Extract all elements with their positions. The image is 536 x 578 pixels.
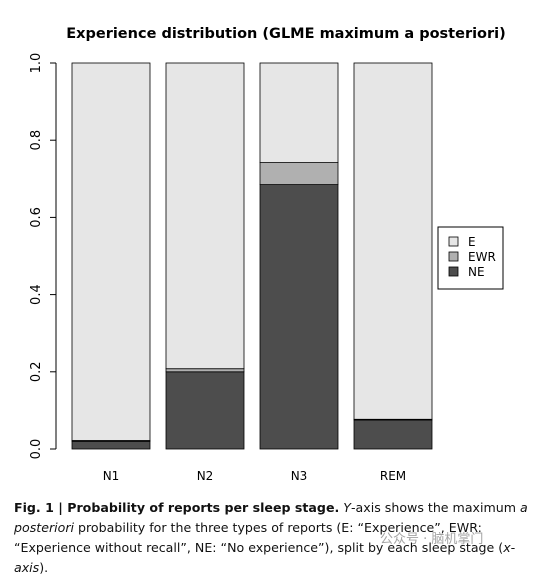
bar-n3-ewr <box>259 162 339 185</box>
bars-group <box>71 62 433 450</box>
legend-swatch-ne <box>448 266 459 277</box>
y-tick-label: 0.2 <box>29 361 44 382</box>
legend-swatch-e <box>448 236 459 247</box>
caption-part2: probability for the three types of repor… <box>14 520 504 555</box>
bar-n1-e <box>71 62 151 441</box>
bar-n1-ne <box>71 440 151 450</box>
caption-part3: ). <box>39 560 49 575</box>
watermark-text: 公众号 · 脑机掌门 <box>380 532 484 547</box>
caption-fig-label: Fig. 1 | Probability of reports per slee… <box>14 500 340 515</box>
x-tick-label: N3 <box>291 469 308 483</box>
y-tick-label: 0.8 <box>29 130 44 151</box>
caption-y-letter: Y <box>343 500 351 515</box>
legend-box <box>437 226 504 290</box>
bar-rem-e <box>353 62 433 420</box>
legend-label-ewr: EWR <box>468 250 496 264</box>
bar-n2-e <box>165 62 245 370</box>
caption-posteriori-italic: posteriori <box>14 520 75 535</box>
y-tick-label: 0.6 <box>29 207 44 228</box>
x-axis: N1 N2 N3 REM <box>103 469 406 483</box>
legend-swatch-ewr <box>448 251 459 262</box>
bar-n2-ewr <box>165 368 245 373</box>
caption-part1: -axis shows the maximum <box>351 500 521 515</box>
bar-rem-ne <box>353 419 433 450</box>
y-tick-label: 0.4 <box>29 284 44 305</box>
figure-caption: Fig. 1 | Probability of reports per slee… <box>14 498 528 578</box>
stacked-bar-chart: Experience distribution (GLME maximum a … <box>29 26 506 483</box>
caption-a-italic: a <box>520 500 528 515</box>
bar-n2-ne <box>165 371 245 450</box>
legend-label-ne: NE <box>468 265 485 279</box>
y-tick-label: 0.0 <box>29 439 44 460</box>
y-axis: 0.0 0.2 0.4 0.6 0.8 1.0 <box>29 53 57 460</box>
x-tick-label: N1 <box>103 469 120 483</box>
chart-title: Experience distribution (GLME maximum a … <box>66 26 506 42</box>
bar-n3-e <box>259 62 339 163</box>
bar-n3-ne <box>259 184 339 450</box>
y-tick-label: 1.0 <box>29 53 44 74</box>
x-tick-label: N2 <box>197 469 214 483</box>
legend-label-e: E <box>468 235 476 249</box>
x-tick-label: REM <box>380 469 406 483</box>
